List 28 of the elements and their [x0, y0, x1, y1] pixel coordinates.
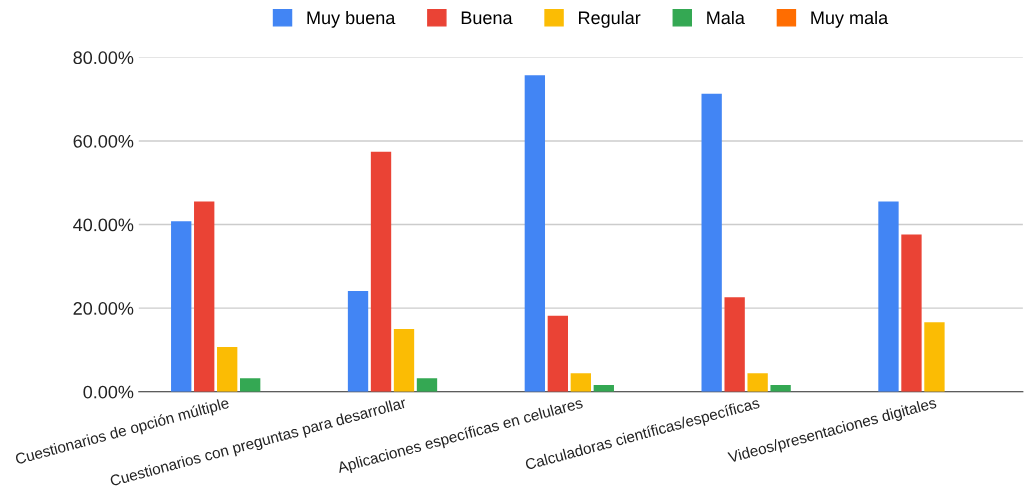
bar	[724, 297, 745, 392]
bar	[547, 315, 568, 392]
y-tick-label: 20.00%	[73, 302, 134, 315]
bar	[217, 347, 238, 392]
bar	[347, 291, 369, 392]
bar	[878, 201, 899, 392]
bar	[370, 151, 392, 392]
bar	[416, 378, 438, 392]
bar	[524, 75, 546, 392]
legend-label: Muy mala	[811, 10, 889, 28]
legend-label: Muy buena	[307, 10, 396, 28]
legend-label: Mala	[707, 10, 745, 25]
bar	[901, 234, 922, 392]
bar	[770, 385, 791, 392]
bar	[747, 373, 768, 392]
y-tick-label: 60.00%	[73, 134, 134, 148]
legend-label: Buena	[461, 11, 513, 25]
bar	[240, 378, 261, 392]
y-tick-label: 80.00%	[73, 51, 134, 65]
y-tick-label: 40.00%	[73, 218, 134, 232]
bar	[194, 201, 215, 392]
y-tick-label: 0.00%	[83, 385, 134, 399]
bar	[570, 373, 591, 392]
bar	[924, 322, 945, 392]
bar	[393, 329, 415, 392]
bar	[701, 93, 722, 392]
legend-label: Regular	[579, 10, 641, 28]
bar	[171, 221, 192, 392]
